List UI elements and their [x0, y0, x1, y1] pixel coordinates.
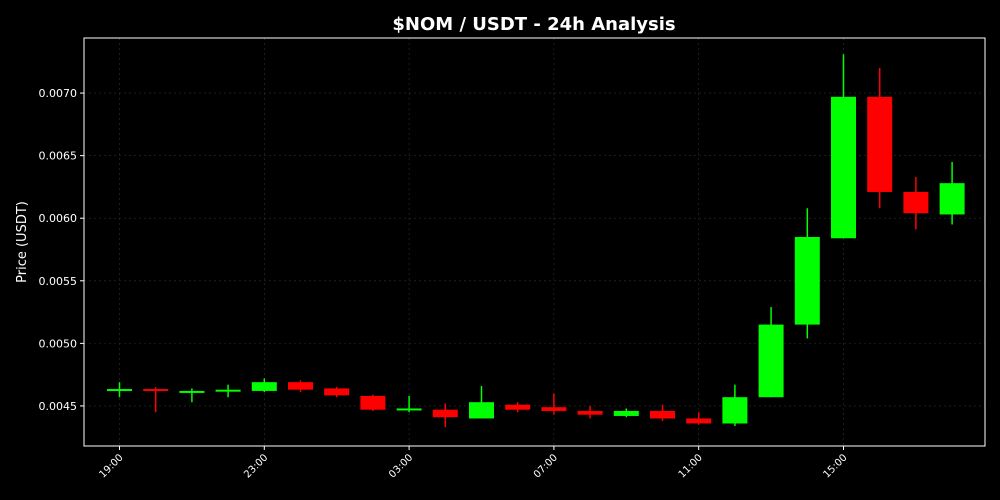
candle	[577, 405, 603, 419]
candle	[360, 394, 386, 411]
candle	[469, 385, 494, 419]
candle	[432, 403, 458, 428]
candle	[541, 393, 567, 415]
candle-body	[143, 389, 169, 392]
candle-body	[903, 191, 929, 214]
candle-body	[179, 390, 205, 393]
candle	[324, 387, 350, 398]
candle-body	[939, 183, 965, 215]
candle-body	[831, 96, 856, 239]
candle-body	[794, 236, 820, 325]
candle-body	[396, 408, 422, 411]
candle	[831, 54, 856, 239]
grid	[84, 38, 985, 446]
x-tick-label: 23:00	[242, 452, 270, 480]
y-tick-label: 0.0055	[39, 275, 78, 288]
x-tick-label: 19:00	[97, 452, 125, 480]
candle	[758, 307, 784, 398]
candle-body	[505, 404, 531, 410]
candle	[505, 402, 531, 413]
y-tick-label: 0.0070	[39, 87, 78, 100]
candle-body	[251, 382, 277, 391]
candle-body	[107, 389, 132, 392]
candle	[939, 161, 965, 225]
candle-body	[722, 397, 748, 424]
candle	[867, 68, 893, 209]
candle-body	[215, 389, 241, 392]
plot-frame	[83, 37, 986, 447]
chart-title: $NOM / USDT - 24h Analysis	[392, 14, 675, 35]
candle	[396, 395, 422, 413]
candle	[650, 404, 675, 421]
candle-body	[288, 382, 313, 390]
candle	[903, 176, 929, 230]
y-axis-label: Price (USDT)	[15, 201, 30, 283]
candle	[613, 408, 639, 418]
candle	[722, 384, 748, 426]
candle-body	[758, 324, 784, 398]
candle-body	[469, 402, 494, 419]
candle	[215, 384, 241, 398]
candle	[794, 208, 820, 339]
x-tick-label: 07:00	[532, 452, 560, 480]
candle	[251, 378, 277, 393]
candle-body	[686, 418, 712, 424]
x-tick-label: 15:00	[821, 452, 849, 480]
candle-body	[432, 409, 458, 418]
candle	[686, 412, 712, 425]
candle	[179, 388, 205, 403]
y-tick-label: 0.0045	[39, 400, 78, 413]
x-tick-label: 03:00	[387, 452, 415, 480]
candle	[288, 380, 313, 393]
candle-body	[613, 410, 639, 416]
candle	[107, 382, 132, 398]
candles	[107, 54, 965, 428]
y-tick-label: 0.0065	[39, 150, 78, 163]
candle-body	[541, 407, 567, 411]
candle-body	[650, 410, 675, 419]
candle-body	[360, 395, 386, 410]
candle-body	[867, 96, 893, 192]
y-tick-label: 0.0060	[39, 212, 78, 225]
x-tick-label: 11:00	[677, 452, 705, 480]
candle-body	[324, 388, 350, 396]
candle-body	[577, 410, 603, 415]
candle	[143, 387, 169, 413]
y-tick-label: 0.0050	[39, 337, 78, 350]
